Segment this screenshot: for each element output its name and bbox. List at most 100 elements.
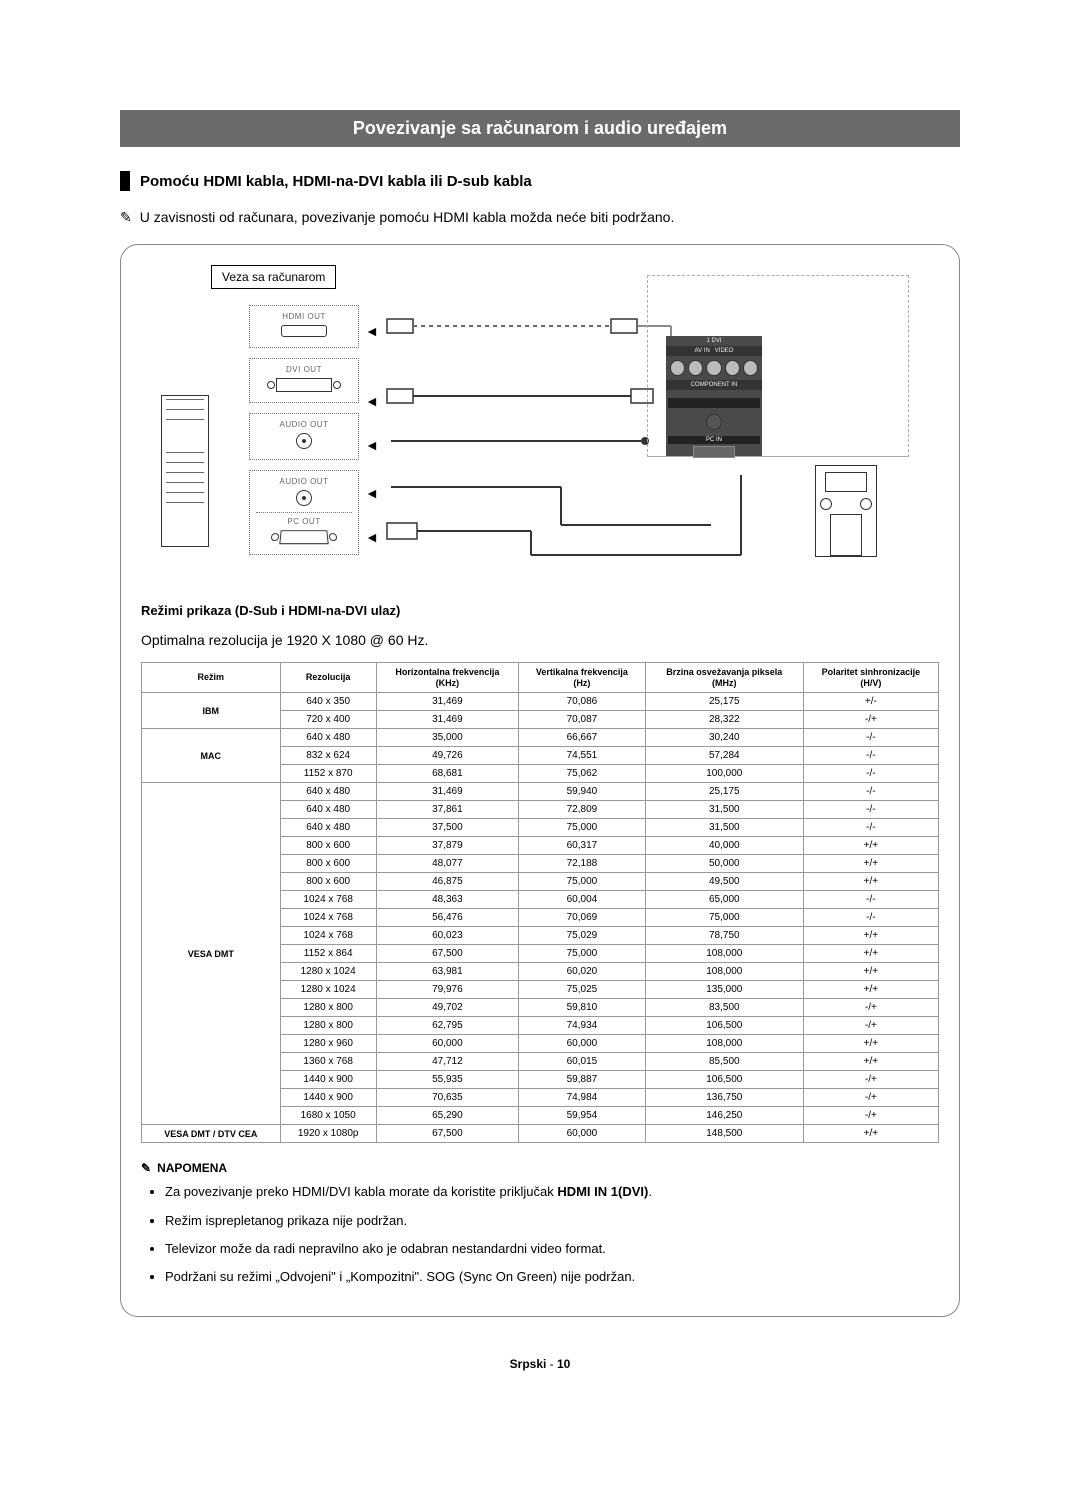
th-hfreq: Horizontalna frekvencija (KHz) bbox=[376, 662, 518, 693]
data-cell: 66,667 bbox=[519, 729, 646, 747]
data-cell: 50,000 bbox=[645, 855, 803, 873]
data-cell: 47,712 bbox=[376, 1053, 518, 1071]
audio-out-1-label: AUDIO OUT bbox=[250, 420, 358, 429]
data-cell: 1680 x 1050 bbox=[280, 1107, 376, 1125]
notes-heading-text: NAPOMENA bbox=[157, 1161, 227, 1175]
data-cell: 28,322 bbox=[645, 711, 803, 729]
data-cell: -/+ bbox=[803, 711, 938, 729]
data-cell: 1280 x 800 bbox=[280, 999, 376, 1017]
connection-diagram: Veza sa računarom HDMI OUT DVI OUT AUDIO… bbox=[141, 265, 939, 585]
data-cell: 1280 x 960 bbox=[280, 1035, 376, 1053]
data-cell: 832 x 624 bbox=[280, 747, 376, 765]
data-cell: 640 x 480 bbox=[280, 819, 376, 837]
data-cell: 1440 x 900 bbox=[280, 1071, 376, 1089]
data-cell: 1152 x 864 bbox=[280, 945, 376, 963]
data-cell: 800 x 600 bbox=[280, 855, 376, 873]
pc-in-label: PC IN bbox=[668, 436, 760, 444]
footer-page-number: 10 bbox=[557, 1357, 570, 1371]
data-cell: 640 x 480 bbox=[280, 783, 376, 801]
data-cell: -/+ bbox=[803, 1089, 938, 1107]
data-cell: 640 x 350 bbox=[280, 693, 376, 711]
data-cell: 60,317 bbox=[519, 837, 646, 855]
table-row: MAC640 x 48035,00066,66730,240-/- bbox=[142, 729, 939, 747]
arrow-left-icon: ◄ bbox=[365, 323, 379, 339]
pc-tower-icon bbox=[161, 395, 209, 547]
note-item: Režim isprepletanog prikaza nije podržan… bbox=[165, 1212, 939, 1230]
dvi-port-icon bbox=[276, 378, 332, 392]
data-cell: 31,469 bbox=[376, 693, 518, 711]
display-modes-heading: Režimi prikaza (D-Sub i HDMI-na-DVI ulaz… bbox=[141, 603, 939, 618]
optimal-resolution-line: Optimalna rezolucija je 1920 X 1080 @ 60… bbox=[141, 632, 939, 648]
data-cell: 60,020 bbox=[519, 963, 646, 981]
data-cell: 106,500 bbox=[645, 1017, 803, 1035]
data-cell: 60,000 bbox=[519, 1125, 646, 1143]
data-cell: -/+ bbox=[803, 1017, 938, 1035]
data-cell: 135,000 bbox=[645, 981, 803, 999]
data-cell: 31,500 bbox=[645, 819, 803, 837]
tv-panel-av-label: AV IN VIDEO bbox=[666, 346, 762, 356]
data-cell: 65,290 bbox=[376, 1107, 518, 1125]
data-cell: 31,500 bbox=[645, 801, 803, 819]
title-bar: Povezivanje sa računarom i audio uređaje… bbox=[120, 110, 960, 147]
data-cell: 1024 x 768 bbox=[280, 909, 376, 927]
data-cell: 1152 x 870 bbox=[280, 765, 376, 783]
audio-jack-icon-2 bbox=[296, 490, 312, 506]
data-cell: 46,875 bbox=[376, 873, 518, 891]
note-item: Televizor može da radi nepravilno ako je… bbox=[165, 1240, 939, 1258]
data-cell: 40,000 bbox=[645, 837, 803, 855]
data-cell: 83,500 bbox=[645, 999, 803, 1017]
data-cell: 800 x 600 bbox=[280, 837, 376, 855]
mode-cell: MAC bbox=[142, 729, 281, 783]
dsub-connector-icon bbox=[815, 465, 877, 557]
data-cell: 60,023 bbox=[376, 927, 518, 945]
data-cell: 1360 x 768 bbox=[280, 1053, 376, 1071]
data-cell: 31,469 bbox=[376, 783, 518, 801]
data-cell: 108,000 bbox=[645, 945, 803, 963]
tv-back-panel: 1 DVI AV IN VIDEO COMPONENT IN bbox=[647, 275, 909, 457]
mode-cell: IBM bbox=[142, 693, 281, 729]
data-cell: 60,004 bbox=[519, 891, 646, 909]
note-text: Podržani su režimi „Odvojeni" i „Kompozi… bbox=[165, 1269, 635, 1284]
table-row: VESA DMT640 x 48031,46959,94025,175-/- bbox=[142, 783, 939, 801]
data-cell: -/+ bbox=[803, 999, 938, 1017]
data-cell: 25,175 bbox=[645, 783, 803, 801]
data-cell: 59,810 bbox=[519, 999, 646, 1017]
data-cell: +/+ bbox=[803, 963, 938, 981]
data-cell: 146,250 bbox=[645, 1107, 803, 1125]
pc-connection-label: Veza sa računarom bbox=[211, 265, 336, 289]
data-cell: 136,750 bbox=[645, 1089, 803, 1107]
data-cell: +/- bbox=[803, 693, 938, 711]
th-sync: Polaritet sinhronizacije (H/V) bbox=[803, 662, 938, 693]
data-cell: -/- bbox=[803, 801, 938, 819]
data-cell: +/+ bbox=[803, 945, 938, 963]
data-cell: -/- bbox=[803, 765, 938, 783]
data-cell: 74,984 bbox=[519, 1089, 646, 1107]
mode-cell: VESA DMT / DTV CEA bbox=[142, 1125, 281, 1143]
data-cell: 75,062 bbox=[519, 765, 646, 783]
data-cell: 60,000 bbox=[376, 1035, 518, 1053]
audio-jack-icon bbox=[296, 433, 312, 449]
subheading-accent bbox=[120, 171, 130, 191]
note-text-post: . bbox=[648, 1184, 652, 1199]
note-text: Za povezivanje preko HDMI/DVI kabla mora… bbox=[165, 1184, 557, 1199]
footer-sep: - bbox=[546, 1357, 557, 1371]
data-cell: 60,015 bbox=[519, 1053, 646, 1071]
th-pixel: Brzina osvežavanja piksela (MHz) bbox=[645, 662, 803, 693]
note-bold: HDMI IN 1(DVI) bbox=[557, 1184, 648, 1199]
data-cell: 106,500 bbox=[645, 1071, 803, 1089]
note-text: Režim isprepletanog prikaza nije podržan… bbox=[165, 1213, 407, 1228]
av-port-icon bbox=[688, 360, 703, 376]
table-row: IBM640 x 35031,46970,08625,175+/- bbox=[142, 693, 939, 711]
data-cell: +/+ bbox=[803, 855, 938, 873]
data-cell: 49,702 bbox=[376, 999, 518, 1017]
subheading-text: Pomoću HDMI kabla, HDMI-na-DVI kabla ili… bbox=[140, 173, 532, 190]
data-cell: -/- bbox=[803, 783, 938, 801]
data-cell: +/+ bbox=[803, 981, 938, 999]
hdmi-port-icon bbox=[281, 325, 327, 337]
hdmi-out-port: HDMI OUT bbox=[249, 305, 359, 348]
data-cell: 800 x 600 bbox=[280, 873, 376, 891]
data-cell: +/+ bbox=[803, 873, 938, 891]
data-cell: 37,500 bbox=[376, 819, 518, 837]
notes-list: Za povezivanje preko HDMI/DVI kabla mora… bbox=[141, 1183, 939, 1286]
mode-cell: VESA DMT bbox=[142, 783, 281, 1125]
